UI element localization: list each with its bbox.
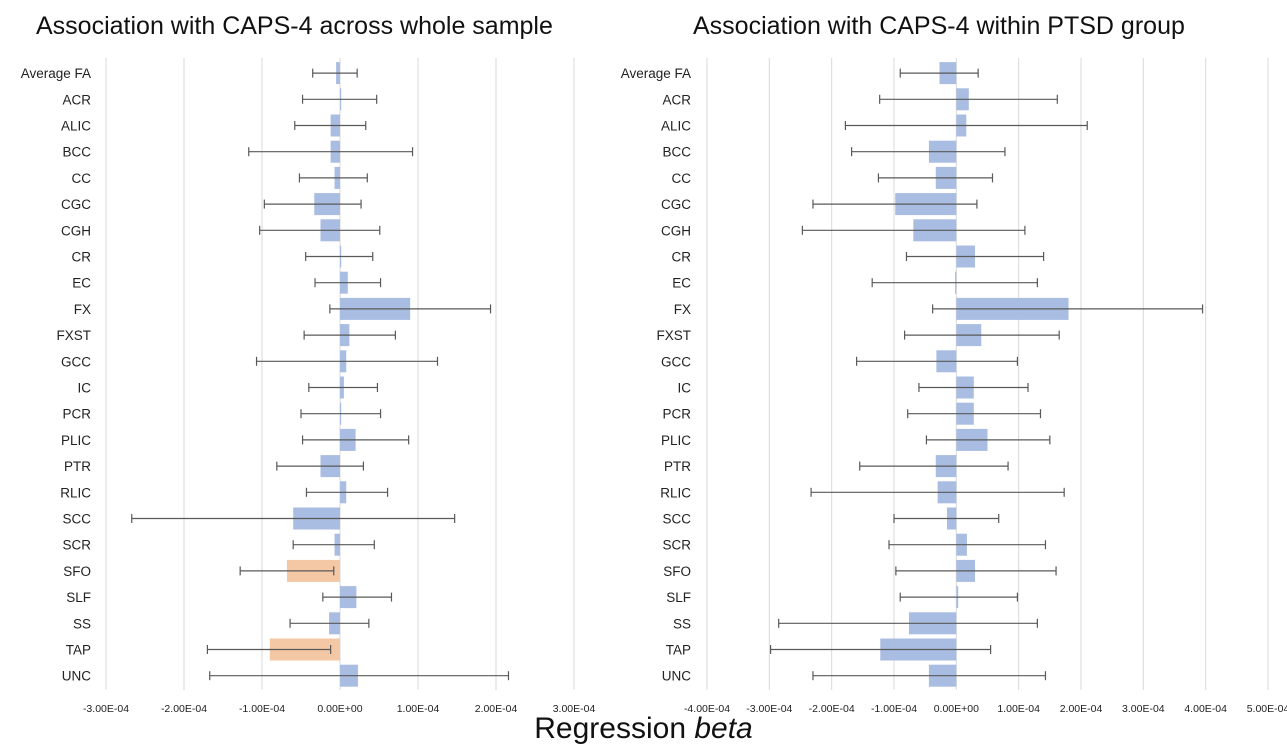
x-tick-label: 3.00E-04 bbox=[1122, 703, 1165, 715]
x-tick-label: -3.00E-04 bbox=[83, 703, 129, 715]
category-label: CGC bbox=[61, 197, 91, 212]
x-tick-label: 2.00E-04 bbox=[1060, 703, 1103, 715]
category-label: SFO bbox=[63, 564, 91, 579]
category-label: SCR bbox=[662, 538, 691, 553]
category-label: EC bbox=[72, 276, 91, 291]
category-label: ALIC bbox=[661, 119, 691, 134]
category-label: TAP bbox=[666, 643, 691, 658]
category-label: FX bbox=[74, 302, 91, 317]
category-label: BCC bbox=[662, 145, 691, 160]
category-label: CGC bbox=[661, 197, 691, 212]
category-label: CC bbox=[72, 171, 92, 186]
x-tick-label: 5.00E-04 bbox=[1247, 703, 1287, 715]
x-axis-label-text: Regression bbox=[534, 712, 695, 745]
x-tick-label: -2.00E-04 bbox=[161, 703, 207, 715]
category-label: GCC bbox=[61, 354, 91, 369]
category-label: RLIC bbox=[660, 485, 691, 500]
chart-title-whole-sample: Association with CAPS-4 across whole sam… bbox=[36, 12, 553, 40]
category-label: SFO bbox=[663, 564, 691, 579]
category-label: RLIC bbox=[60, 485, 91, 500]
category-label: SCR bbox=[62, 538, 91, 553]
category-label: CR bbox=[72, 250, 92, 265]
category-label: ALIC bbox=[61, 119, 91, 134]
category-label: SCC bbox=[62, 512, 91, 527]
category-label: SS bbox=[673, 616, 691, 631]
category-label: FXST bbox=[656, 328, 691, 343]
category-label: SCC bbox=[662, 512, 691, 527]
category-label: EC bbox=[672, 276, 691, 291]
category-label: PTR bbox=[664, 459, 691, 474]
category-label: IC bbox=[78, 381, 92, 396]
chart-title-ptsd-group: Association with CAPS-4 within PTSD grou… bbox=[693, 12, 1185, 40]
category-label: FXST bbox=[56, 328, 91, 343]
x-tick-label: 0.00E+00 bbox=[317, 703, 362, 715]
category-label: PCR bbox=[62, 407, 91, 422]
x-tick-label: 0.00E+00 bbox=[934, 703, 979, 715]
category-label: PCR bbox=[662, 407, 691, 422]
category-label: CGH bbox=[661, 223, 691, 238]
x-tick-label: 1.00E-04 bbox=[397, 703, 440, 715]
x-tick-label: -1.00E-04 bbox=[871, 703, 917, 715]
x-tick-label: -2.00E-04 bbox=[809, 703, 855, 715]
category-label: SLF bbox=[666, 590, 691, 605]
x-tick-label: 4.00E-04 bbox=[1184, 703, 1227, 715]
category-label: PLIC bbox=[661, 433, 691, 448]
x-axis-label-italic: beta bbox=[694, 712, 753, 745]
category-label: UNC bbox=[662, 669, 691, 684]
category-label: CC bbox=[672, 171, 692, 186]
x-tick-label: -1.00E-04 bbox=[239, 703, 285, 715]
x-tick-label: 3.00E-04 bbox=[553, 703, 596, 715]
x-tick-label: -3.00E-04 bbox=[746, 703, 792, 715]
category-label: TAP bbox=[66, 643, 91, 658]
category-label: SS bbox=[73, 616, 91, 631]
panel-ptsd-group: -4.00E-04 -3.00E-04 -2.00E-04 -1.00E-04 0.00… bbox=[621, 58, 1287, 715]
category-label: PTR bbox=[64, 459, 91, 474]
category-label: CR bbox=[672, 250, 692, 265]
category-label: ACR bbox=[62, 92, 91, 107]
category-label: UNC bbox=[62, 669, 91, 684]
category-label: ACR bbox=[662, 92, 691, 107]
panel-whole-sample: -3.00E-04 -2.00E-04 -1.00E-04 0.00E+00 1.00E… bbox=[21, 58, 596, 715]
x-tick-label: -4.00E-04 bbox=[684, 703, 730, 715]
category-label: PLIC bbox=[61, 433, 91, 448]
category-label: BCC bbox=[62, 145, 91, 160]
x-axis-label: Regression beta bbox=[0, 712, 1287, 746]
x-tick-label: 1.00E-04 bbox=[997, 703, 1040, 715]
category-label: IC bbox=[678, 381, 692, 396]
category-label: GCC bbox=[661, 354, 691, 369]
category-label: Average FA bbox=[621, 66, 691, 81]
category-label: Average FA bbox=[21, 66, 91, 81]
x-tick-label: 2.00E-04 bbox=[475, 703, 518, 715]
category-label: CGH bbox=[61, 223, 91, 238]
category-label: FX bbox=[674, 302, 691, 317]
category-label: SLF bbox=[66, 590, 91, 605]
